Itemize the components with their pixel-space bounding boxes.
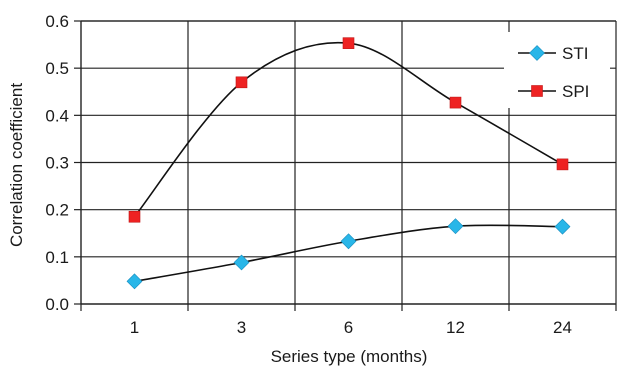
x-axis-label: Series type (months) (271, 347, 428, 366)
data-point-sti (341, 234, 356, 249)
x-tick-label: 12 (446, 318, 465, 337)
series-sti (127, 219, 570, 289)
data-point-spi (557, 159, 568, 170)
x-tick-label: 3 (237, 318, 246, 337)
data-point-spi (236, 77, 247, 88)
y-tick-label: 0.2 (45, 201, 69, 220)
x-tick-label: 1 (130, 318, 139, 337)
y-tick-label: 0.5 (45, 59, 69, 78)
legend: STI SPI (504, 32, 610, 108)
legend-box (504, 32, 610, 108)
legend-label: STI (562, 44, 588, 63)
y-tick-label: 0.0 (45, 295, 69, 314)
y-tick-label: 0.1 (45, 248, 69, 267)
y-tick-label: 0.4 (45, 106, 69, 125)
legend-marker-spi (532, 86, 543, 97)
data-point-spi (343, 38, 354, 49)
data-point-spi (450, 97, 461, 108)
data-point-sti (127, 274, 142, 289)
series-spi (129, 38, 568, 223)
y-tick-label: 0.3 (45, 154, 69, 173)
data-point-spi (129, 211, 140, 222)
x-tick-label: 6 (344, 318, 353, 337)
data-point-sti (448, 219, 463, 234)
series-line-spi (135, 43, 563, 217)
y-tick-labels: 0.0 0.1 0.2 0.3 0.4 0.5 0.6 (45, 12, 69, 314)
y-axis-label: Correlation coefficient (7, 83, 26, 247)
x-tick-labels: 1 3 6 12 24 (130, 318, 572, 337)
x-tick-label: 24 (553, 318, 572, 337)
data-point-sti (555, 219, 570, 234)
y-tick-label: 0.6 (45, 12, 69, 31)
legend-label: SPI (562, 82, 589, 101)
series (127, 38, 570, 289)
